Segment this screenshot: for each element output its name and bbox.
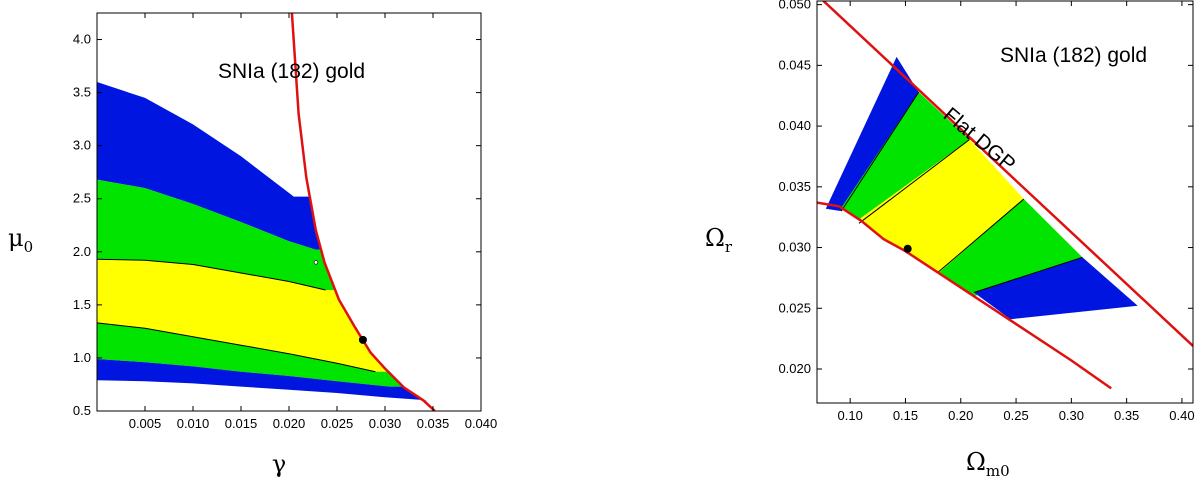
right-ytick-label: 0.040 xyxy=(778,118,811,133)
right-flat-dgp-line xyxy=(821,1,1193,347)
right-xtick-label: 0.35 xyxy=(1114,408,1139,423)
left-ytick-label: 1.5 xyxy=(73,297,91,312)
left-y-axis-symbol: μ xyxy=(8,224,24,252)
right-middle-band-left xyxy=(841,92,970,220)
left-chart: 0.005 0.010 0.015 0.020 0.025 0.030 0.035 0.040… xyxy=(8,12,497,478)
left-contour-inner-top xyxy=(97,258,326,291)
right-inner-band xyxy=(859,139,1024,273)
right-ytick-label: 0.035 xyxy=(778,179,811,194)
left-xtick-label: 0.015 xyxy=(225,416,258,431)
left-y-axis-label: μ0 xyxy=(8,224,33,256)
left-axis-ticks: 0.005 0.010 0.015 0.020 0.025 0.030 0.035 0.040… xyxy=(73,13,497,431)
left-ytick-label: 3.5 xyxy=(73,85,91,100)
right-xtick-label: 0.10 xyxy=(838,408,863,423)
right-contour-line xyxy=(938,198,1025,273)
left-open-point xyxy=(313,260,318,265)
right-middle-band-right xyxy=(938,199,1083,297)
left-best-fit-point xyxy=(358,335,367,344)
left-ytick-label: 2.0 xyxy=(73,244,91,259)
left-xtick-label: 0.005 xyxy=(129,416,162,431)
left-middle-band-bottom xyxy=(97,322,404,387)
left-ytick-label: 1.0 xyxy=(73,350,91,365)
right-outer-band-right xyxy=(974,257,1138,320)
right-x-axis-symbol: Ω xyxy=(966,448,986,476)
left-xtick-label: 0.025 xyxy=(321,416,354,431)
right-xtick-label: 0.25 xyxy=(1003,408,1028,423)
left-y-axis-subscript: 0 xyxy=(24,238,34,256)
right-xtick-label: 0.20 xyxy=(948,408,973,423)
left-ytick-label: 0.5 xyxy=(73,403,91,418)
right-axes-frame xyxy=(816,0,1194,404)
right-contour-line xyxy=(840,91,920,212)
right-contour-lines xyxy=(840,91,1083,293)
right-annotation: SNIa (182) gold xyxy=(1000,44,1147,67)
left-x-axis-label: γ xyxy=(272,450,286,478)
right-ytick-label: 0.025 xyxy=(778,300,811,315)
left-xtick-label: 0.040 xyxy=(465,416,498,431)
left-ytick-label: 2.5 xyxy=(73,191,91,206)
right-y-axis-subscript: r xyxy=(725,238,733,256)
right-y-axis-symbol: Ω xyxy=(705,224,725,252)
right-ytick-label: 0.050 xyxy=(778,0,811,12)
left-xtick-label: 0.035 xyxy=(417,416,450,431)
right-x-axis-label: Ωm0 xyxy=(966,448,1010,480)
right-contour-line xyxy=(858,139,970,224)
right-plot-area xyxy=(817,1,1193,390)
left-outer-band-top xyxy=(97,82,322,250)
left-xtick-label: 0.020 xyxy=(273,416,306,431)
right-xtick-label: 0.30 xyxy=(1059,408,1084,423)
right-best-fit-point xyxy=(903,244,912,253)
right-ytick-label: 0.020 xyxy=(778,361,811,376)
right-xtick-label: 0.15 xyxy=(893,408,918,423)
left-inner-band xyxy=(97,259,389,372)
right-y-axis-label: Ωr xyxy=(705,224,733,256)
left-outer-band-bottom xyxy=(97,359,429,401)
left-xtick-label: 0.010 xyxy=(177,416,210,431)
left-annotation: SNIa (182) gold xyxy=(218,60,365,83)
left-contour-inner-bottom xyxy=(97,322,376,373)
right-contour-line xyxy=(973,256,1083,293)
right-xtick-label: 0.40 xyxy=(1169,408,1194,423)
right-outer-band-left xyxy=(825,56,919,212)
left-middle-band-top xyxy=(97,179,336,290)
right-ytick-label: 0.045 xyxy=(778,57,811,72)
right-chart: 0.10 0.15 0.20 0.25 0.30 0.35 0.40 0.020 0.025 0.… xyxy=(705,0,1195,480)
right-axis-ticks: 0.10 0.15 0.20 0.25 0.30 0.35 0.40 0.020 0.025 0.… xyxy=(778,0,1194,423)
left-boundary-curve xyxy=(290,13,436,411)
right-x-axis-subscript: m0 xyxy=(986,462,1010,480)
left-xtick-label: 0.030 xyxy=(369,416,402,431)
left-ytick-label: 3.0 xyxy=(73,138,91,153)
right-ytick-label: 0.030 xyxy=(778,240,811,255)
left-ytick-label: 4.0 xyxy=(73,32,91,47)
left-plot-area xyxy=(97,13,436,411)
